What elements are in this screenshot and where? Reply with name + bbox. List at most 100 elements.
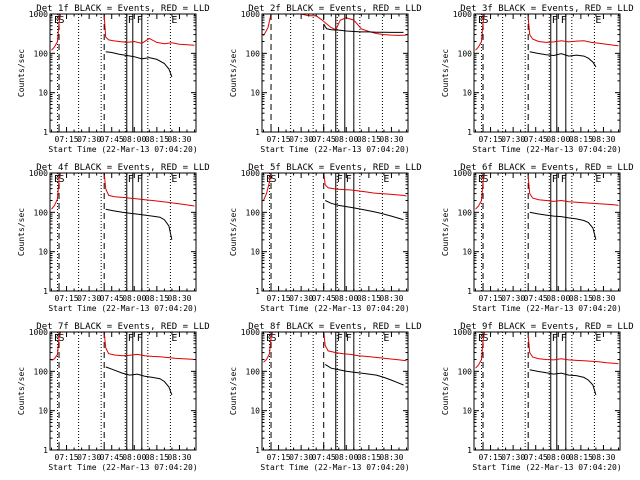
lld-series-line xyxy=(323,173,407,197)
x-axis-label: Start Time (22-Mar-13 07:04:20) xyxy=(260,304,409,313)
event-label: E xyxy=(383,333,389,344)
event-label: E xyxy=(478,174,484,185)
events-series-line xyxy=(529,51,597,68)
lld-series-line xyxy=(527,176,619,206)
chart-title: Det 6f BLACK = Events, RED = LLD xyxy=(460,163,633,173)
x-tick-label: 07:45 xyxy=(312,135,336,144)
event-label: F xyxy=(552,15,558,26)
x-tick-label: 07:15 xyxy=(267,453,291,462)
x-tick-label: 08:15 xyxy=(569,453,593,462)
event-label: S xyxy=(59,333,65,344)
events-series-line xyxy=(105,366,173,396)
x-tick-label: 08:15 xyxy=(357,294,381,303)
event-label: E xyxy=(171,174,177,185)
event-label: E xyxy=(171,15,177,26)
y-axis-label: Counts/sec xyxy=(441,367,450,415)
y-tick-label: 10 xyxy=(38,248,48,257)
x-tick-label: 07:15 xyxy=(267,135,291,144)
x-tick-label: 07:30 xyxy=(77,135,101,144)
x-tick-label: 08:15 xyxy=(145,294,169,303)
y-axis-label: Counts/sec xyxy=(229,208,238,256)
x-axis-label: Start Time (22-Mar-13 07:04:20) xyxy=(48,145,197,154)
x-axis-label: Start Time (22-Mar-13 07:04:20) xyxy=(472,145,621,154)
event-label: S xyxy=(59,174,65,185)
x-tick-label: 08:30 xyxy=(379,294,403,303)
event-label: F xyxy=(561,15,567,26)
event-label: F xyxy=(137,174,143,185)
x-tick-label: 08:15 xyxy=(357,453,381,462)
y-tick-label: 100 xyxy=(246,367,261,376)
x-tick-label: 08:30 xyxy=(591,135,615,144)
y-tick-label: 100 xyxy=(458,49,473,58)
event-label: F xyxy=(128,333,134,344)
x-tick-label: 07:30 xyxy=(77,294,101,303)
event-label: S xyxy=(483,15,489,26)
event-label: F xyxy=(346,333,352,344)
x-tick-label: 08:30 xyxy=(379,453,403,462)
x-axis-label: Start Time (22-Mar-13 07:04:20) xyxy=(260,145,409,154)
x-axis-label: Start Time (22-Mar-13 07:04:20) xyxy=(472,304,621,313)
y-tick-label: 1000 xyxy=(29,169,48,178)
event-label: E xyxy=(266,174,272,185)
event-label: E xyxy=(595,15,601,26)
event-label: S xyxy=(483,174,489,185)
y-tick-label: 1 xyxy=(43,446,48,455)
lld-series-line xyxy=(323,332,407,362)
x-tick-label: 08:15 xyxy=(569,294,593,303)
x-tick-label: 07:45 xyxy=(100,294,124,303)
event-label: E xyxy=(595,174,601,185)
chart-panel-2: Det 2f BLACK = Events, RED = LLD 1 10 100 10… xyxy=(229,4,422,154)
event-label: F xyxy=(561,333,567,344)
y-tick-label: 10 xyxy=(38,89,48,98)
lld-series-line xyxy=(51,173,61,210)
chart-title: Det 2f BLACK = Events, RED = LLD xyxy=(248,4,421,14)
y-tick-label: 1000 xyxy=(241,328,260,337)
events-series-line xyxy=(105,51,173,78)
plot-frame xyxy=(49,13,197,133)
x-tick-label: 08:00 xyxy=(334,135,358,144)
y-tick-label: 100 xyxy=(34,208,49,217)
x-tick-label: 07:30 xyxy=(289,135,313,144)
plot-frame xyxy=(473,331,621,451)
y-tick-label: 1000 xyxy=(241,169,260,178)
event-label: F xyxy=(552,333,558,344)
chart-title: Det 5f BLACK = Events, RED = LLD xyxy=(248,163,421,173)
y-tick-label: 1 xyxy=(255,287,260,296)
lld-series-line xyxy=(263,332,273,363)
y-tick-label: 1 xyxy=(467,446,472,455)
y-tick-label: 10 xyxy=(250,407,260,416)
chart-title: Det 4f BLACK = Events, RED = LLD xyxy=(36,163,209,173)
y-tick-label: 1 xyxy=(467,128,472,137)
x-tick-label: 07:30 xyxy=(77,453,101,462)
lld-series-line xyxy=(475,14,485,51)
x-tick-label: 07:15 xyxy=(267,294,291,303)
x-tick-label: 08:00 xyxy=(122,294,146,303)
y-axis-label: Counts/sec xyxy=(441,208,450,256)
event-label: S xyxy=(483,333,489,344)
chart-title: Det 3f BLACK = Events, RED = LLD xyxy=(460,4,633,14)
plot-frame xyxy=(473,172,621,292)
event-label: F xyxy=(561,174,567,185)
x-tick-label: 07:15 xyxy=(479,135,503,144)
event-label: F xyxy=(552,174,558,185)
event-label: S xyxy=(271,333,277,344)
x-tick-label: 08:00 xyxy=(546,294,570,303)
y-tick-label: 10 xyxy=(462,248,472,257)
event-label: F xyxy=(128,174,134,185)
event-label: E xyxy=(478,333,484,344)
lld-series-line xyxy=(51,332,61,361)
x-tick-label: 07:30 xyxy=(501,135,525,144)
y-tick-label: 1000 xyxy=(29,10,48,19)
plot-frame xyxy=(261,331,409,451)
x-tick-label: 08:30 xyxy=(591,453,615,462)
y-axis-label: Counts/sec xyxy=(229,49,238,97)
x-axis-label: Start Time (22-Mar-13 07:04:20) xyxy=(472,463,621,472)
y-tick-label: 100 xyxy=(458,208,473,217)
lld-series-line xyxy=(475,173,485,210)
chart-title: Det 1f BLACK = Events, RED = LLD xyxy=(36,4,209,14)
y-axis-label: Counts/sec xyxy=(441,49,450,97)
x-tick-label: 07:45 xyxy=(524,453,548,462)
